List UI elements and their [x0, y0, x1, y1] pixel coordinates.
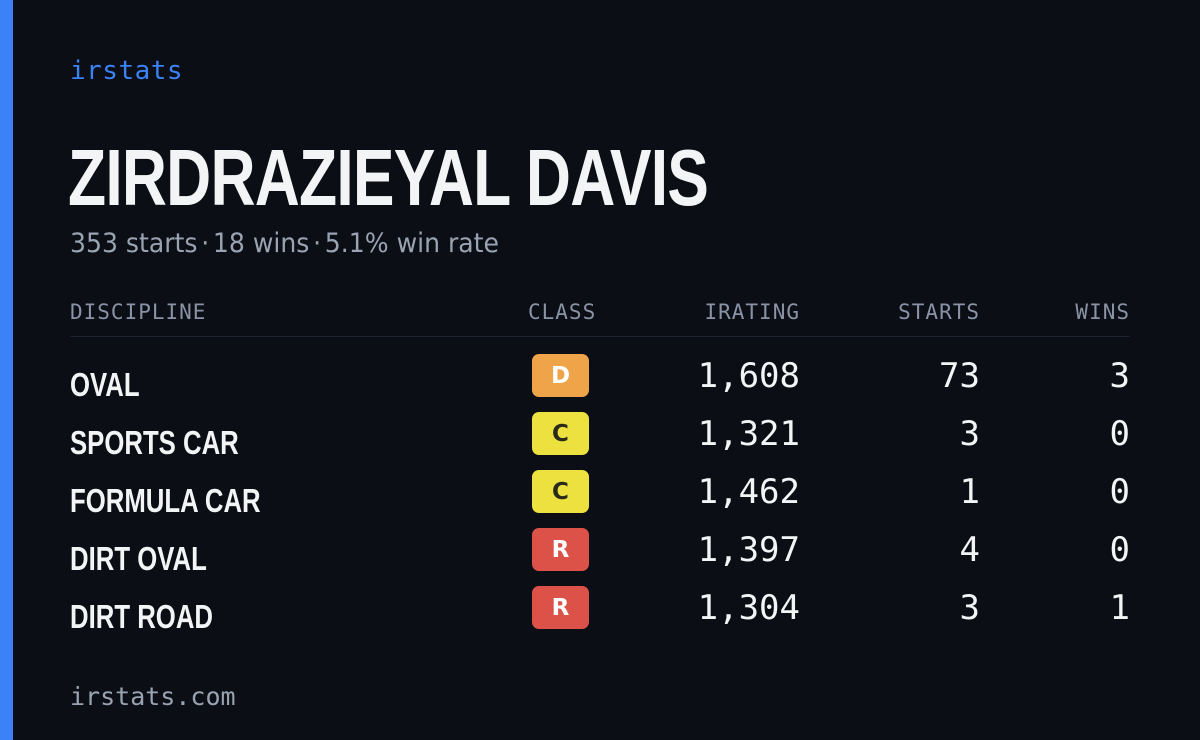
table-row: DIRT ROAD R 1,304 3 1 — [70, 586, 1130, 638]
class-badge: R — [532, 586, 589, 629]
wins-value: 0 — [1109, 414, 1130, 454]
irating-value: 1,397 — [697, 530, 800, 570]
header-irating: IRATING — [704, 300, 800, 324]
class-badge: D — [532, 354, 589, 397]
discipline-name: DIRT ROAD — [70, 598, 213, 635]
table-row: DIRT OVAL R 1,397 4 0 — [70, 528, 1130, 580]
irating-value: 1,462 — [697, 472, 800, 512]
accent-bar — [0, 0, 13, 740]
class-badge: C — [532, 470, 589, 513]
starts-value: 4 — [959, 530, 980, 570]
table-row: OVAL D 1,608 73 3 — [70, 354, 1130, 406]
table-row: FORMULA CAR C 1,462 1 0 — [70, 470, 1130, 522]
wins-value: 3 — [1109, 356, 1130, 396]
table-row: SPORTS CAR C 1,321 3 0 — [70, 412, 1130, 464]
separator: · — [201, 228, 210, 259]
wins-value: 0 — [1109, 530, 1130, 570]
wins-summary: 18 wins — [212, 228, 310, 259]
irating-value: 1,304 — [697, 588, 800, 628]
starts-value: 73 — [939, 356, 980, 396]
separator: · — [313, 228, 322, 259]
header-class: CLASS — [528, 300, 597, 324]
starts-value: 3 — [959, 588, 980, 628]
starts-value: 3 — [959, 414, 980, 454]
wins-value: 0 — [1109, 472, 1130, 512]
irating-value: 1,608 — [697, 356, 800, 396]
table-header: DISCIPLINE CLASS IRATING STARTS WINS — [70, 300, 1130, 337]
header-discipline: DISCIPLINE — [70, 300, 207, 324]
discipline-name: OVAL — [70, 366, 140, 403]
wins-value: 1 — [1109, 588, 1130, 628]
header-wins: WINS — [1075, 300, 1130, 324]
discipline-name: DIRT OVAL — [70, 540, 207, 577]
winrate-summary: 5.1% win rate — [324, 228, 499, 259]
class-badge: C — [532, 412, 589, 455]
driver-summary: 353 starts · 18 wins · 5.1% win rate — [70, 228, 499, 259]
discipline-name: SPORTS CAR — [70, 424, 239, 461]
header-starts: STARTS — [898, 300, 980, 324]
class-badge: R — [532, 528, 589, 571]
discipline-name: FORMULA CAR — [70, 482, 261, 519]
brand-logo[interactable]: irstats — [70, 56, 184, 86]
starts-value: 1 — [959, 472, 980, 512]
footer-url[interactable]: irstats.com — [70, 682, 236, 711]
starts-summary: 353 starts — [70, 228, 198, 259]
driver-name: ZIRDRAZIEYAL DAVIS — [68, 133, 709, 222]
irating-value: 1,321 — [697, 414, 800, 454]
